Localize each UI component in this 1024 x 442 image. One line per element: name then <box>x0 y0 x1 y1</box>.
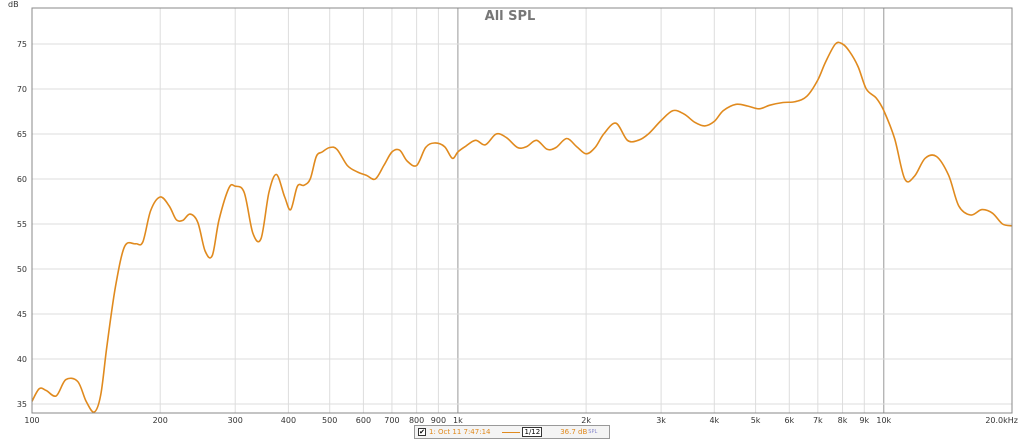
x-tick-label: 8k <box>838 416 848 425</box>
x-tick-label: 10k <box>876 416 891 425</box>
grid <box>32 8 1012 413</box>
x-tick-label: 1k <box>453 416 463 425</box>
x-tick-label: 800 <box>409 416 424 425</box>
x-tick-label: 7k <box>813 416 823 425</box>
x-tick-label: 600 <box>356 416 371 425</box>
legend-checkbox[interactable]: ✔ <box>418 428 426 436</box>
y-tick-label: 75 <box>17 40 27 49</box>
legend: ✔ 1: Oct 11 7:47:14 1/12 36.7 dB SPL <box>414 425 610 439</box>
x-axis-ticks: 100 200 300 400 500 600 700 800 900 1k 2k 3k 4k 5k 6k 7… <box>24 416 1018 425</box>
x-tick-label: 9k <box>859 416 869 425</box>
y-tick-label: 40 <box>17 355 27 364</box>
x-tick-label: 300 <box>228 416 243 425</box>
legend-line-swatch <box>502 428 521 436</box>
plot-frame <box>31 7 1013 414</box>
chart-title: All SPL <box>485 9 536 24</box>
series-line <box>31 41 1013 413</box>
smoothing-badge[interactable]: 1/12 <box>522 427 543 437</box>
x-tick-label: 2k <box>581 416 591 425</box>
legend-value: 36.7 dB <box>560 428 588 436</box>
y-tick-label: 35 <box>17 400 27 409</box>
x-tick-label: 100 <box>24 416 39 425</box>
legend-entry-label: 1: Oct 11 7:47:14 <box>429 428 491 436</box>
x-tick-label: 200 <box>153 416 168 425</box>
y-tick-label: 55 <box>17 220 27 229</box>
x-tick-label: 4k <box>709 416 719 425</box>
x-tick-label: 5k <box>751 416 761 425</box>
y-tick-label: 50 <box>17 265 27 274</box>
series-layer <box>31 41 1013 413</box>
y-tick-label: 65 <box>17 130 27 139</box>
y-tick-label: 45 <box>17 310 27 319</box>
x-tick-label: 700 <box>384 416 399 425</box>
y-tick-label: 70 <box>17 85 27 94</box>
x-tick-label: 6k <box>784 416 794 425</box>
legend-value-unit: SPL <box>588 429 598 435</box>
x-tick-label: 500 <box>322 416 337 425</box>
x-tick-label: 400 <box>281 416 296 425</box>
x-tick-label: 3k <box>656 416 666 425</box>
x-tick-label: 20.0kHz <box>985 416 1018 425</box>
y-axis-ticks: 35 40 45 50 55 60 65 70 75 <box>17 40 27 409</box>
x-tick-label: 900 <box>431 416 446 425</box>
y-axis-label: dB <box>8 0 19 9</box>
y-tick-label: 60 <box>17 175 27 184</box>
